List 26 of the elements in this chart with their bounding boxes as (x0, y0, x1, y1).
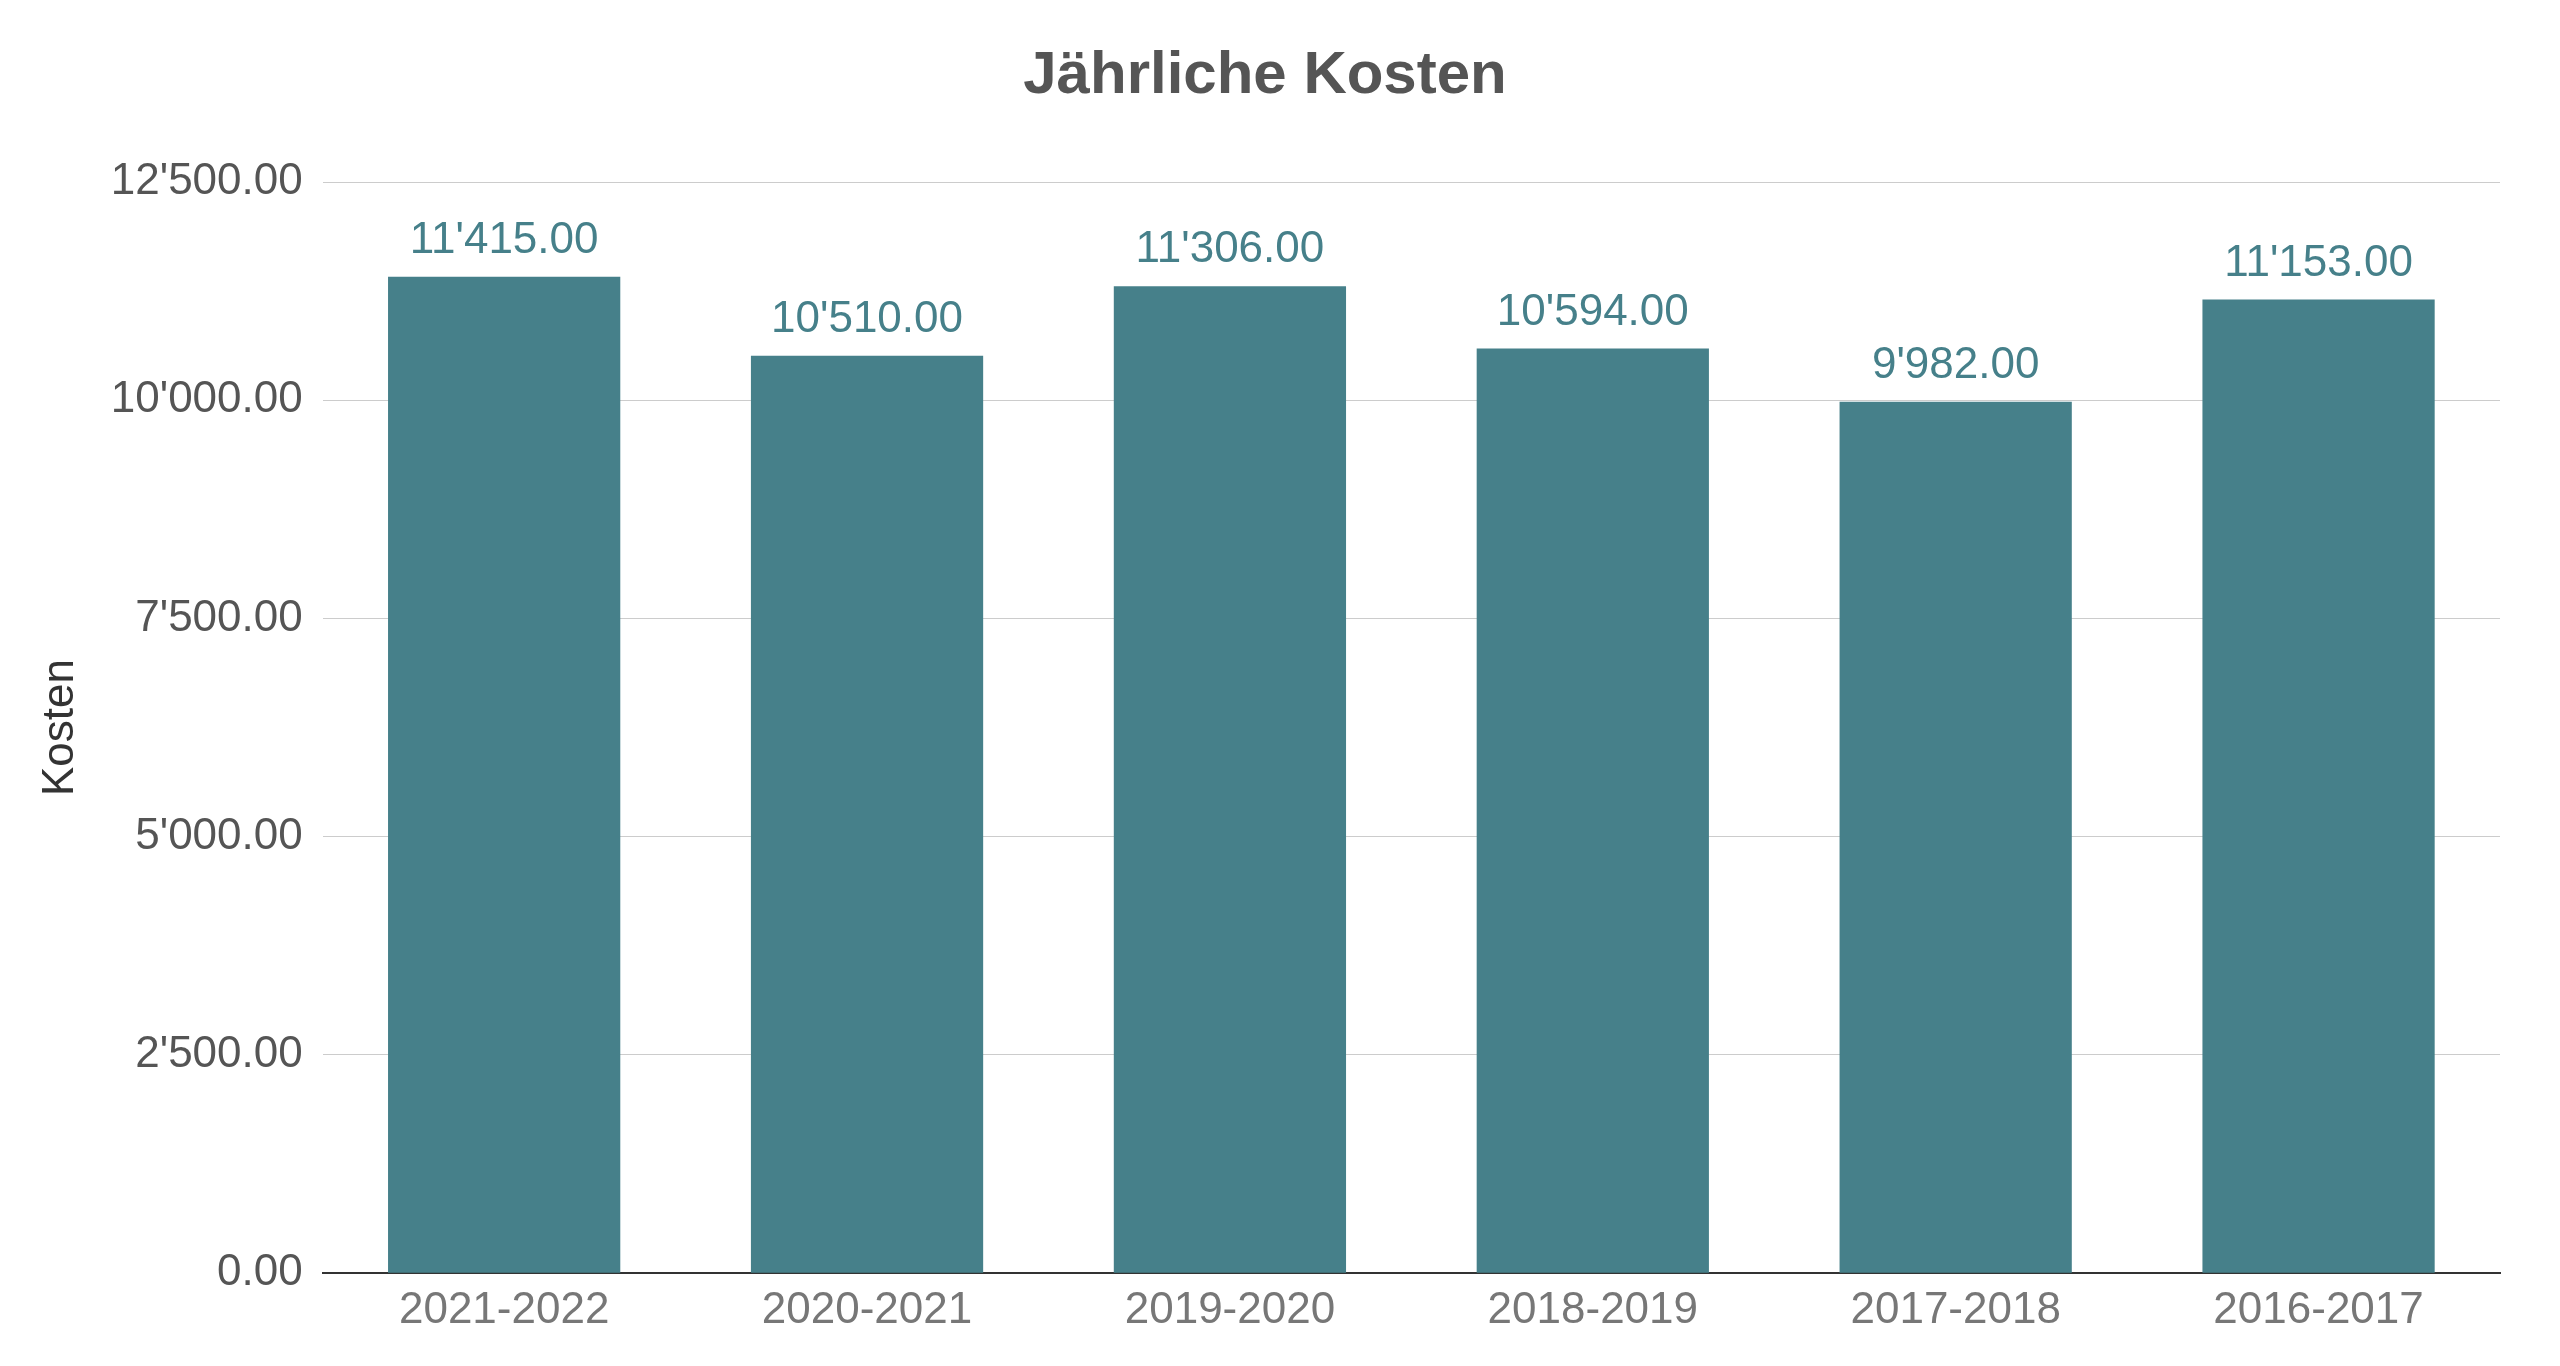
bar (2202, 299, 2435, 1273)
bar (388, 276, 621, 1273)
bar (1839, 401, 2072, 1273)
bar (1113, 286, 1347, 1273)
bar (750, 355, 984, 1273)
y-tick-label: 10'000.00 (110, 372, 303, 422)
y-tick-label: 2'500.00 (135, 1027, 303, 1077)
x-tick-label: 2018-2019 (1487, 1282, 1699, 1332)
y-axis-title: Kosten (32, 659, 82, 797)
y-tick-label: 7'500.00 (135, 590, 303, 640)
data-label: 11'415.00 (409, 212, 599, 262)
chart-title: Jährliche Kosten (1023, 38, 1507, 106)
data-label: 10'510.00 (771, 291, 963, 341)
x-tick-label: 2020-2021 (761, 1282, 973, 1332)
data-label: 11'306.00 (1135, 222, 1325, 272)
x-tick-label: 2017-2018 (1850, 1282, 2061, 1332)
x-tick-label: 2021-2022 (398, 1282, 610, 1332)
x-tick-label: 2019-2020 (1124, 1282, 1336, 1332)
y-tick-label: 12'500.00 (110, 154, 303, 204)
y-tick-label: 5'000.00 (135, 808, 303, 858)
bar (1476, 348, 1709, 1273)
data-label: 9'982.00 (1871, 337, 2040, 387)
data-label: 10'594.00 (1496, 284, 1689, 334)
x-tick-label: 2016-2017 (2213, 1282, 2424, 1332)
y-tick-label: 0.00 (217, 1245, 303, 1295)
data-label: 11'153.00 (2224, 235, 2413, 285)
